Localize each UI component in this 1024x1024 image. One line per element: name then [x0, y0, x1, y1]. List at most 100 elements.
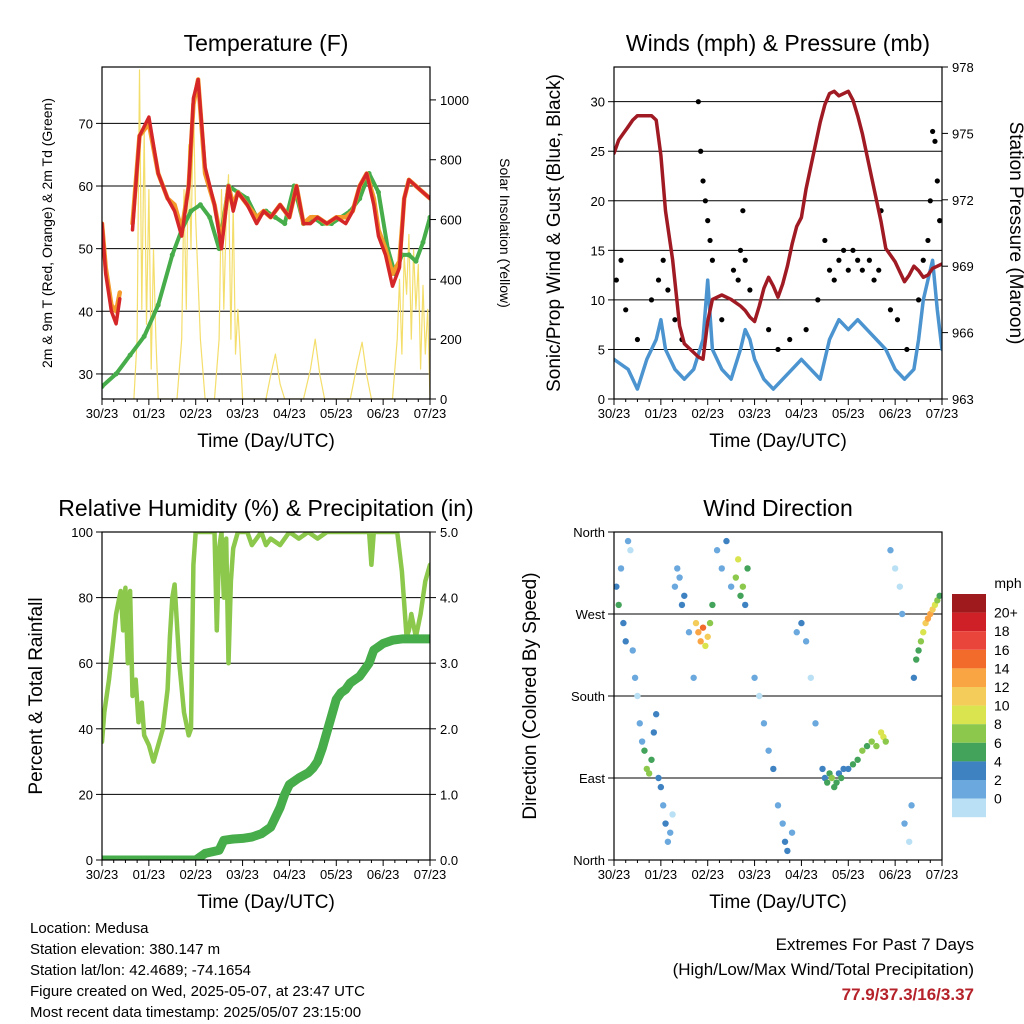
- direction-point: [723, 537, 730, 545]
- y-tick-label: 15: [591, 243, 605, 258]
- direction-point: [732, 574, 740, 581]
- x-tick-label: 02/23: [691, 406, 724, 421]
- colorbar-swatch: [952, 687, 986, 706]
- colorbar-label: 16: [994, 642, 1010, 658]
- x-tick-label: 01/23: [645, 406, 678, 421]
- gust-point: [737, 247, 744, 253]
- y2-axis-title: Solar Insolation (Yellow): [497, 158, 513, 308]
- gust-point: [735, 277, 741, 283]
- x-tick-label: 05/23: [832, 406, 865, 421]
- x-tick-label: 01/23: [133, 867, 166, 882]
- direction-point: [631, 674, 639, 681]
- x-tick-label: 01/23: [645, 867, 678, 882]
- y-tick-label: 60: [79, 656, 93, 671]
- x-tick-label: 01/23: [133, 406, 166, 421]
- recent-data-text: Most recent data timestamp: 2025/05/07 2…: [30, 1004, 362, 1021]
- direction-point: [615, 601, 622, 609]
- gust-point: [932, 138, 938, 144]
- y2-tick-label: 966: [952, 326, 974, 341]
- gust-point: [623, 307, 629, 313]
- colorbar-swatch: [952, 780, 986, 799]
- gust-point: [672, 317, 678, 323]
- extremes-box: Extremes For Past 7 Days (High/Low/Max W…: [673, 932, 974, 1007]
- direction-point: [652, 711, 660, 718]
- x-tick-label: 07/23: [926, 867, 959, 882]
- direction-point: [706, 619, 714, 627]
- direction-point: [690, 674, 697, 681]
- gust-point: [634, 336, 641, 343]
- direction-point: [678, 601, 686, 609]
- direction-point: [906, 838, 913, 845]
- y-tick-label: 70: [79, 116, 93, 131]
- y-tick-label: 40: [79, 722, 93, 737]
- gust-point: [803, 327, 809, 333]
- gust-point: [822, 237, 828, 244]
- direction-point: [645, 770, 653, 777]
- x-tick-label: 06/23: [367, 867, 400, 882]
- colorbar-label: 2: [994, 772, 1002, 788]
- direction-point: [742, 601, 749, 609]
- direction-point: [845, 765, 852, 773]
- data-layer: [614, 537, 942, 855]
- station-info: Location: Medusa Station elevation: 380.…: [30, 918, 365, 1023]
- gust-point: [925, 237, 931, 244]
- gust-point: [655, 277, 662, 283]
- gust-point: [742, 257, 748, 263]
- y2-tick-label: 0.0: [440, 853, 458, 868]
- elevation-text: Station elevation: 380.147 m: [30, 941, 221, 958]
- y2-tick-label: 200: [440, 332, 462, 347]
- direction-point: [913, 656, 920, 663]
- dewpoint-point: [113, 371, 119, 377]
- gust-point: [702, 198, 708, 204]
- direction-point: [692, 619, 700, 627]
- direction-point: [709, 601, 716, 609]
- dewpoint-point: [188, 208, 194, 214]
- colorbar-label: 12: [994, 679, 1010, 695]
- y2-axis-title: Station Pressure (Maroon): [1005, 122, 1024, 345]
- direction-point: [882, 738, 889, 745]
- y-tick-label: 30: [591, 95, 605, 110]
- colorbar-swatch: [952, 649, 986, 669]
- direction-point: [734, 556, 742, 563]
- direction-point: [704, 633, 711, 640]
- gust-point: [845, 267, 851, 273]
- direction-point: [828, 774, 836, 782]
- dewpoint-point: [420, 239, 426, 245]
- colorbar-swatch: [952, 668, 986, 687]
- gust-point: [660, 257, 666, 263]
- direction-point: [634, 692, 641, 700]
- gust-point: [934, 178, 940, 184]
- gust-point: [648, 297, 655, 303]
- y2-tick-label: 978: [952, 60, 974, 75]
- direction-point: [648, 756, 655, 763]
- gust-point: [930, 128, 936, 135]
- direction-point: [737, 592, 744, 599]
- colorbar-swatch: [952, 724, 986, 743]
- direction-point: [751, 674, 758, 681]
- direction-point: [891, 565, 899, 572]
- direction-point: [824, 779, 831, 786]
- direction-point: [702, 642, 709, 650]
- direction-point: [873, 742, 880, 750]
- direction-point: [620, 619, 627, 627]
- dewpoint-point: [375, 189, 381, 195]
- gust-point: [871, 277, 877, 283]
- gust-point: [787, 336, 793, 343]
- colorbar-label: 6: [994, 735, 1002, 751]
- data-layer: [614, 89, 942, 391]
- direction-point: [664, 838, 672, 845]
- x-tick-label: 30/23: [86, 867, 119, 882]
- direction-point: [908, 802, 915, 809]
- x-axis-title: Time (Day/UTC): [709, 431, 847, 452]
- gust-point: [904, 346, 910, 353]
- y-axis-title: Sonic/Prop Wind & Gust (Blue, Black): [544, 74, 565, 392]
- x-tick-label: 03/23: [226, 406, 259, 421]
- direction-point: [681, 592, 688, 599]
- direction-point: [662, 820, 669, 827]
- y2-tick-label: 4.0: [440, 591, 458, 606]
- direction-point: [781, 838, 789, 845]
- x-tick-label: 06/23: [879, 406, 912, 421]
- direction-point: [627, 547, 634, 554]
- y-tick-label: 80: [79, 591, 93, 606]
- dewpoint-point: [413, 258, 419, 264]
